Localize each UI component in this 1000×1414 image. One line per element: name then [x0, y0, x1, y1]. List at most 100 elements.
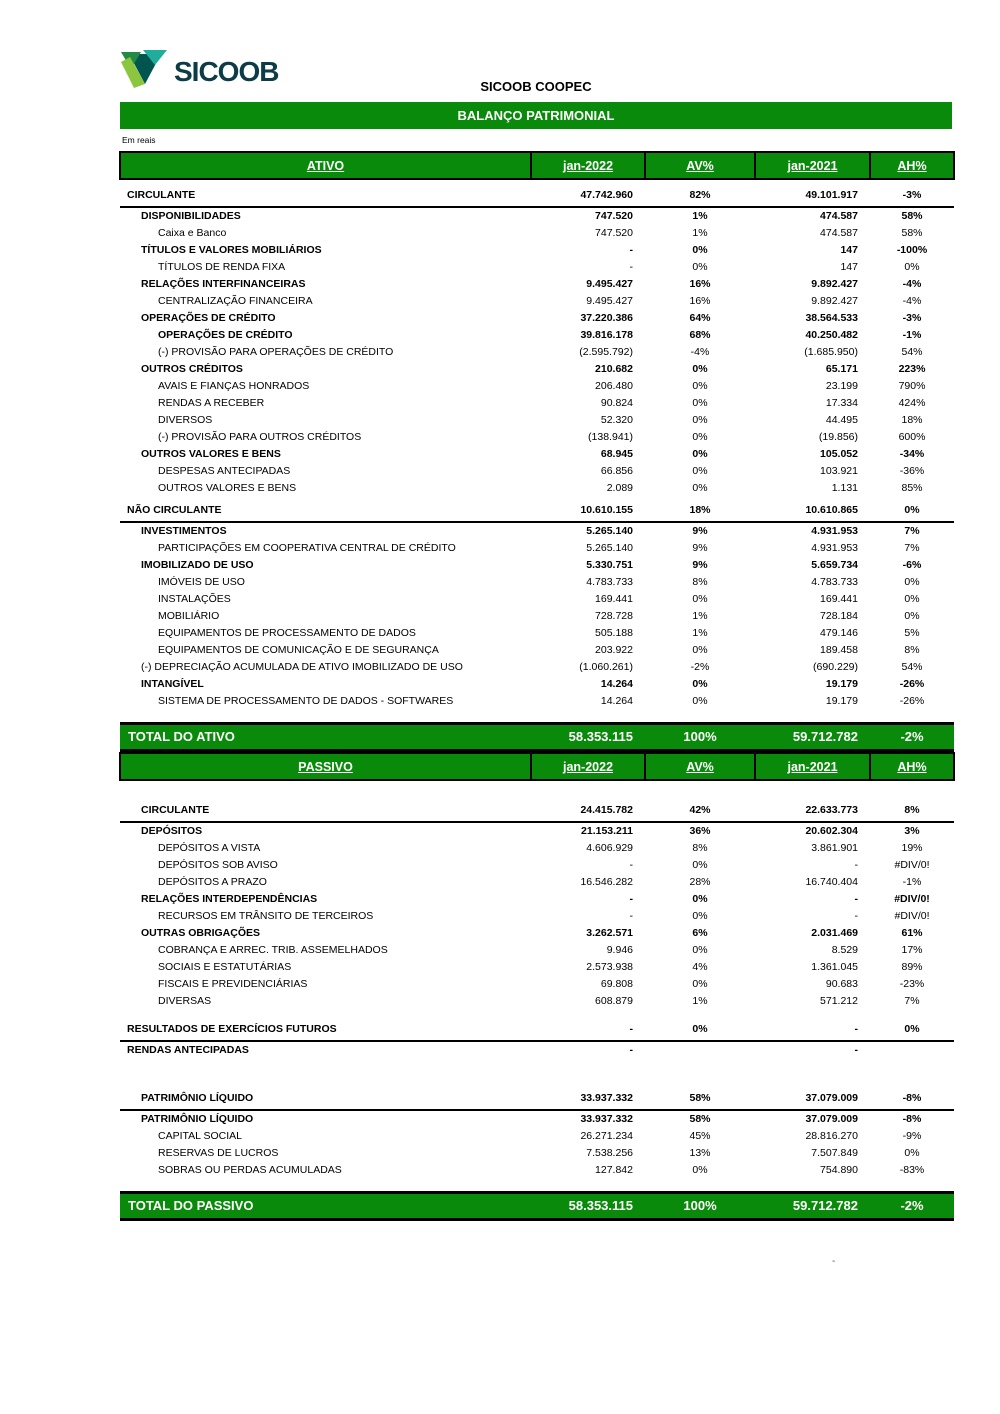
table-row: COBRANÇA E ARREC. TRIB. ASSEMELHADOS 9.94… [120, 942, 954, 959]
table-row: PATRIMÔNIO LÍQUIDO 33.937.332 58% 37.079.00… [120, 1110, 954, 1128]
jan-2022-value-cell: 39.816.178 [580, 328, 633, 341]
ah-percent-cell: 61% [901, 926, 923, 939]
ah-percent-cell: 0% [870, 501, 954, 523]
row-label-cell: RENDAS A RECEBER [158, 396, 265, 409]
total-jan-2022-cell: 58.353.115 [531, 722, 645, 752]
row-label-cell: OUTROS VALORES E BENS [158, 481, 297, 494]
row-label-cell: IMOBILIZADO DE USO [141, 558, 254, 571]
section-title-header: ATIVO [119, 151, 532, 180]
row-label-cell: FISCAIS E PREVIDENCIÁRIAS [158, 977, 308, 990]
ah-percent-cell: -36% [899, 464, 925, 477]
table-row: CAPITAL SOCIAL 26.271.234 45% 28.816.270 -9% [120, 1128, 954, 1145]
row-label-cell: SOBRAS OU PERDAS ACUMULADAS [158, 1163, 342, 1176]
jan-2022-value-cell: 608.879 [595, 994, 633, 1007]
ah-percent-cell: #DIV/0! [894, 909, 930, 922]
row-label-cell: SISTEMA DE PROCESSAMENTO DE DADOS - SOFT… [158, 694, 454, 707]
ah-percent-cell: 7% [904, 541, 920, 554]
jan-2022-value-cell: 3.262.571 [586, 926, 633, 939]
table-row: IMÓVEIS DE USO 4.783.733 8% 4.783.733 0% [120, 574, 954, 591]
table-row: AVAIS E FIANÇAS HONRADOS 206.480 0% 23.199 7… [120, 378, 954, 395]
ah-percent-cell: -8% [902, 1112, 922, 1125]
row-label-cell: CAPITAL SOCIAL [158, 1129, 243, 1142]
ah-percent-cell: 17% [901, 943, 923, 956]
section-title-header: PASSIVO [119, 752, 532, 781]
jan-2021-value-cell: 65.171 [825, 362, 858, 375]
jan-2022-value-cell: 5.265.140 [586, 541, 633, 554]
table-row: FISCAIS E PREVIDENCIÁRIAS 69.808 0% 90.683 -… [120, 976, 954, 993]
av-percent-cell: 0% [692, 694, 708, 707]
column-header: AH% [869, 752, 955, 781]
row-label-cell: MOBILIÁRIO [158, 609, 220, 622]
av-percent-cell: 0% [692, 243, 708, 256]
jan-2021-value-cell: 9.892.427 [811, 294, 858, 307]
ah-percent-cell: -4% [902, 277, 922, 290]
jan-2021-value-cell: (1.685.950) [804, 345, 858, 358]
table-row: OUTROS CRÉDITOS 210.682 0% 65.171 223% [120, 361, 954, 378]
jan-2022-value-cell: - [531, 1020, 645, 1042]
row-label-cell: DIVERSOS [158, 413, 213, 426]
jan-2021-value-cell: 22.633.773 [755, 801, 870, 823]
jan-2021-value-cell: 10.610.865 [755, 501, 870, 523]
jan-2022-value-cell: 127.842 [595, 1163, 633, 1176]
column-header: jan-2022 [530, 151, 646, 180]
jan-2021-value-cell: - [854, 909, 859, 922]
ah-percent-cell: 600% [898, 430, 926, 443]
av-percent-cell: 64% [689, 311, 711, 324]
ah-percent-cell: 58% [901, 226, 923, 239]
spacer-cell [120, 780, 954, 791]
jan-2022-value-cell: - [629, 243, 634, 256]
ah-percent-cell: 790% [898, 379, 926, 392]
av-percent-cell: 36% [689, 824, 711, 837]
av-percent-cell: 9% [692, 558, 708, 571]
row-label-cell: AVAIS E FIANÇAS HONRADOS [158, 379, 310, 392]
av-percent-cell: 68% [689, 328, 711, 341]
total-row: TOTAL DO PASSIVO 58.353.115 100% 59.712.782… [120, 1191, 954, 1221]
ah-percent-cell: 7% [904, 994, 920, 1007]
av-percent-cell: 0% [692, 447, 708, 460]
ah-percent-cell: 0% [904, 609, 920, 622]
av-percent-cell: 0% [692, 379, 708, 392]
av-percent-cell: 13% [689, 1146, 711, 1159]
jan-2022-value-cell: - [629, 858, 634, 871]
ah-percent-cell: 0% [904, 260, 920, 273]
total-jan-2022-cell: 58.353.115 [531, 1191, 645, 1221]
spacer-cell [120, 179, 954, 186]
av-percent-cell: 0% [692, 481, 708, 494]
table-row: RENDAS ANTECIPADAS - - [120, 1041, 954, 1059]
page-content: SICOOB SICOOB COOPEC BALANÇO PATRIMONIAL… [119, 0, 955, 1414]
jan-2021-value-cell: - [755, 1020, 870, 1042]
column-header: jan-2021 [754, 151, 871, 180]
spacer-cell [120, 1010, 954, 1020]
table-row: IMOBILIZADO DE USO 5.330.751 9% 5.659.734 -6… [120, 557, 954, 574]
spacer-row [120, 1179, 954, 1193]
row-label-cell: (-) PROVISÃO PARA OUTROS CRÉDITOS [158, 430, 362, 443]
row-label-cell: INVESTIMENTOS [141, 524, 227, 537]
spacer-cell [120, 1179, 954, 1193]
av-percent-cell: 8% [692, 841, 708, 854]
table-row: TÍTULOS E VALORES MOBILIÁRIOS - 0% 147 -100% [120, 242, 954, 259]
jan-2022-value-cell: 5.330.751 [586, 558, 633, 571]
jan-2021-value-cell: 103.921 [820, 464, 858, 477]
ativo-table: ATIVO jan-2022 AV% jan-2021 AH% CIRCULANTE 47.… [119, 151, 955, 752]
ah-percent-cell: 89% [901, 960, 923, 973]
stray-dash: - [840, 1209, 844, 1220]
table-row: PARTICIPAÇÕES EM COOPERATIVA CENTRAL DE … [120, 540, 954, 557]
table-row: SOCIAIS E ESTATUTÁRIAS 2.573.938 4% 1.361.0… [120, 959, 954, 976]
row-label-cell: INSTALAÇÕES [158, 592, 231, 605]
table-row: CENTRALIZAÇÃO FINANCEIRA 9.495.427 16% 9.89… [120, 293, 954, 310]
table-row: TÍTULOS DE RENDA FIXA - 0% 147 0% [120, 259, 954, 276]
av-percent-cell [645, 1041, 755, 1059]
sicoob-logo-text: SICOOB [174, 56, 279, 87]
row-label-cell: IMÓVEIS DE USO [158, 575, 245, 588]
av-percent-cell: 0% [692, 1163, 708, 1176]
jan-2021-value-cell: (19.856) [818, 430, 858, 443]
total-jan-2021-cell: 59.712.782 [755, 1191, 870, 1221]
total-ah-cell: -2% [870, 722, 954, 752]
row-label-cell: DEPÓSITOS [141, 824, 203, 837]
table-row: OUTROS VALORES E BENS 2.089 0% 1.131 85% [120, 480, 954, 497]
jan-2022-value-cell: 24.415.782 [531, 801, 645, 823]
jan-2021-value-cell: 4.783.733 [811, 575, 858, 588]
spacer-row [120, 1059, 954, 1089]
jan-2021-value-cell: 479.146 [820, 626, 858, 639]
jan-2021-value-cell: 38.564.533 [805, 311, 858, 324]
